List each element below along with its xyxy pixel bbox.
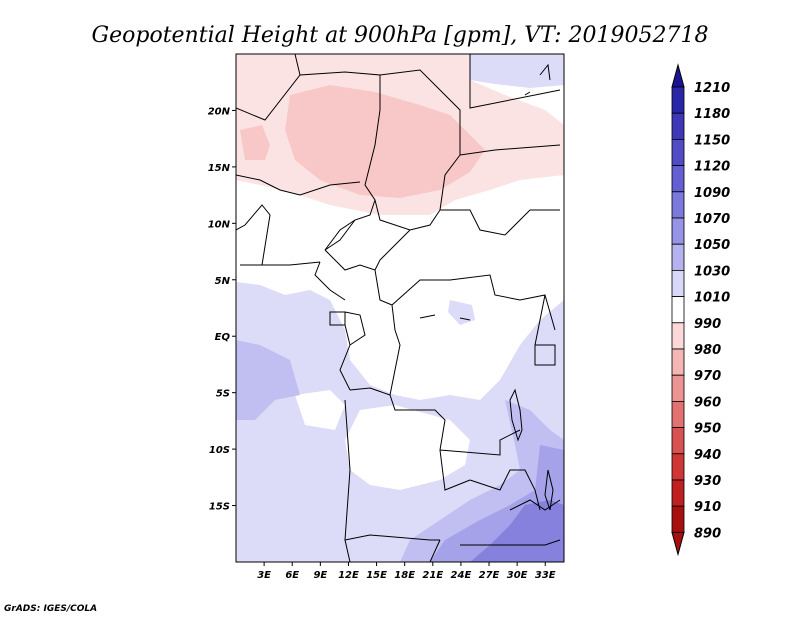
field-blue-ne bbox=[470, 54, 564, 88]
colorbar-label: 1050 bbox=[694, 238, 730, 253]
lat-tick-label: 5S bbox=[216, 389, 230, 400]
lat-tick-label: 10N bbox=[208, 219, 231, 230]
colorbar-label: 940 bbox=[694, 448, 721, 463]
colorbar-label: 1150 bbox=[694, 133, 730, 148]
latitude-axis: 20N 15N 10N 5N EQ 5S 10S 15S bbox=[208, 106, 236, 513]
colorbar-segment bbox=[671, 191, 685, 219]
lon-tick-label: 30E bbox=[507, 570, 528, 581]
colorbar-label: 980 bbox=[694, 343, 721, 358]
colorbar-label: 970 bbox=[694, 369, 721, 384]
colorbar-label: 1120 bbox=[694, 160, 730, 175]
colorbar-segment bbox=[671, 269, 685, 297]
colorbar-segment bbox=[671, 112, 685, 140]
colorbar-segment bbox=[671, 427, 685, 455]
colorbar-label: 990 bbox=[694, 317, 721, 332]
colorbar-segment bbox=[671, 479, 685, 507]
lat-tick-label: 5N bbox=[215, 276, 231, 287]
colorbar-label: 930 bbox=[694, 474, 721, 489]
colorbar-label: 1090 bbox=[694, 186, 730, 201]
colorbar-top-arrow bbox=[671, 63, 685, 88]
field-white-angola-west bbox=[295, 390, 345, 430]
colorbar-label: 910 bbox=[694, 500, 721, 515]
lon-tick-label: 33E bbox=[535, 570, 556, 581]
colorbar-bottom-arrow bbox=[671, 531, 685, 557]
colorbar-segment bbox=[671, 400, 685, 428]
figure-title: Geopotential Height at 900hPa [gpm], VT:… bbox=[92, 23, 709, 48]
colorbar-label: 890 bbox=[694, 526, 721, 541]
lon-tick-label: 3E bbox=[257, 570, 271, 581]
colorbar: 1210 1180 1150 1120 1090 1070 1050 1030 1010 990 9… bbox=[671, 63, 730, 557]
lon-tick-label: 24E bbox=[451, 570, 472, 581]
colorbar-label: 950 bbox=[694, 422, 721, 437]
colorbar-label: 1070 bbox=[694, 212, 730, 227]
lon-tick-label: 9E bbox=[313, 570, 327, 581]
colorbar-segment bbox=[671, 165, 685, 193]
colorbar-segment bbox=[671, 296, 685, 324]
lat-tick-label: EQ bbox=[215, 332, 231, 343]
colorbar-segment bbox=[671, 138, 685, 166]
map-field bbox=[236, 54, 564, 562]
lon-tick-label: 15E bbox=[366, 570, 387, 581]
lake-malawi bbox=[544, 469, 554, 511]
colorbar-label: 1030 bbox=[694, 264, 730, 279]
field-blue bbox=[236, 340, 300, 420]
longitude-axis: 3E 6E 9E 12E 15E 18E 21E 24E 27E 30E 33E bbox=[257, 562, 556, 581]
map-frame bbox=[235, 53, 565, 563]
colorbar-segment bbox=[671, 243, 685, 271]
colorbar-segment bbox=[671, 505, 685, 533]
border-lines-central bbox=[236, 204, 556, 396]
colorbar-label: 1180 bbox=[694, 107, 730, 122]
grads-credit: GrADS: IGES/COLA bbox=[4, 604, 97, 614]
border-lines-north bbox=[236, 54, 561, 251]
coastline-bits bbox=[419, 63, 551, 321]
lat-tick-label: 15S bbox=[209, 502, 230, 513]
colorbar-segment bbox=[671, 322, 685, 350]
colorbar-label: 1010 bbox=[694, 291, 730, 306]
lon-tick-label: 12E bbox=[338, 570, 359, 581]
colorbar-label: 1210 bbox=[694, 81, 730, 96]
colorbar-segment bbox=[671, 374, 685, 402]
lon-tick-label: 6E bbox=[285, 570, 299, 581]
field-white-congo bbox=[345, 405, 470, 490]
lon-tick-label: 27E bbox=[479, 570, 500, 581]
lake-victoria bbox=[534, 344, 556, 366]
border-lines-south bbox=[344, 387, 561, 562]
lat-tick-label: 15N bbox=[208, 163, 231, 174]
field-red-west bbox=[240, 125, 270, 160]
colorbar-label: 960 bbox=[694, 395, 721, 410]
colorbar-segment bbox=[671, 86, 685, 114]
country-borders bbox=[236, 54, 561, 562]
field-pale-blue-central bbox=[448, 300, 475, 325]
field-blue-dark bbox=[470, 500, 564, 562]
colorbar-segment bbox=[671, 217, 685, 245]
colorbar-segment bbox=[671, 348, 685, 376]
lon-tick-label: 18E bbox=[394, 570, 415, 581]
field-red-core bbox=[285, 85, 485, 198]
lat-tick-label: 10S bbox=[209, 445, 230, 456]
lake-tanganyika bbox=[509, 388, 523, 442]
colorbar-segment bbox=[671, 453, 685, 481]
lat-tick-label: 20N bbox=[208, 106, 231, 117]
lon-tick-label: 21E bbox=[422, 570, 443, 581]
